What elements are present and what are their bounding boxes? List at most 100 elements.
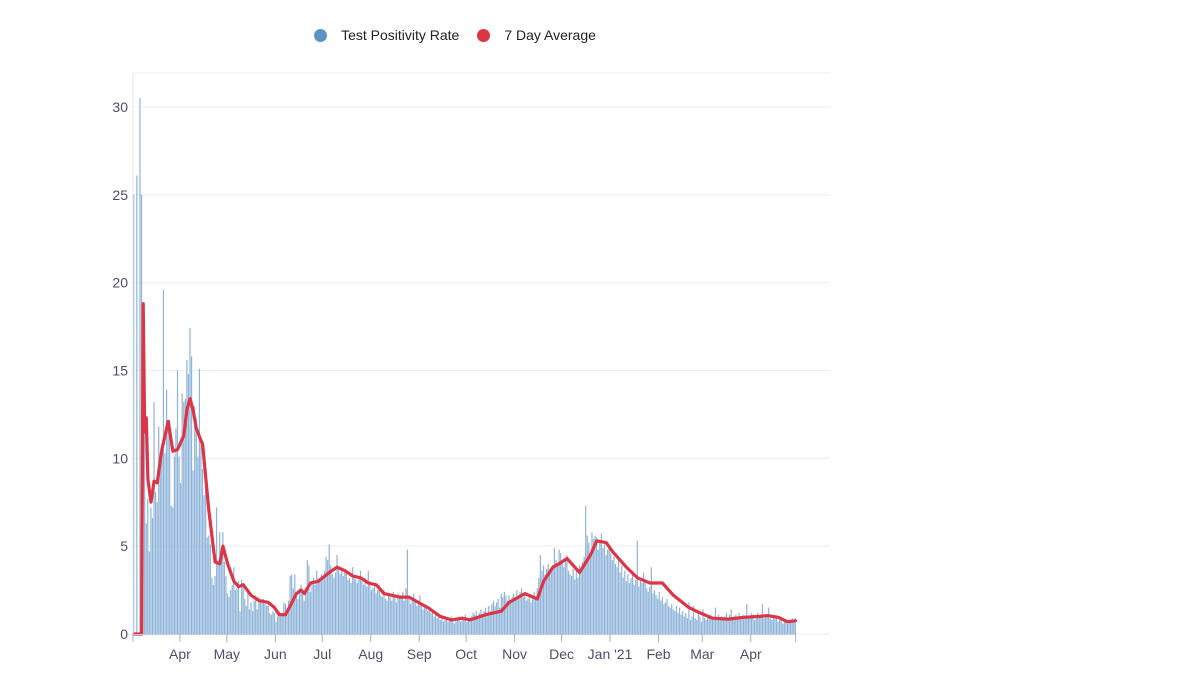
bar — [511, 597, 513, 634]
bar — [666, 598, 668, 634]
bar — [680, 614, 682, 634]
bar — [713, 619, 715, 634]
bar — [336, 554, 338, 634]
bar — [485, 607, 487, 634]
bar — [408, 598, 410, 634]
bar — [602, 547, 604, 634]
bar — [725, 612, 728, 634]
bar — [375, 593, 377, 634]
bar — [436, 618, 438, 634]
legend-item-7-day-average[interactable]: 7 Day Average — [477, 27, 596, 43]
x-tick-label: Mar — [690, 646, 714, 662]
bar — [556, 565, 559, 634]
bar — [788, 619, 790, 634]
bar — [194, 405, 196, 634]
bar — [475, 611, 477, 634]
bar — [181, 393, 183, 634]
x-tick-label: Oct — [455, 646, 477, 662]
bar — [297, 598, 299, 634]
bar — [406, 549, 409, 634]
bar — [592, 539, 595, 634]
bar — [305, 588, 307, 634]
bar — [212, 584, 215, 634]
bar — [628, 583, 631, 634]
bar — [472, 612, 474, 634]
bar — [572, 568, 574, 634]
bar — [173, 456, 175, 634]
bar — [430, 612, 432, 634]
bar — [780, 618, 782, 634]
bar — [455, 619, 457, 634]
bar — [178, 456, 180, 634]
x-tick-label: May — [214, 646, 240, 662]
bar — [148, 551, 150, 634]
bar — [694, 618, 696, 634]
bar — [283, 602, 285, 634]
bar — [373, 583, 376, 634]
bar — [184, 398, 186, 634]
bar — [281, 614, 283, 634]
bar — [208, 535, 210, 634]
bar — [564, 558, 566, 634]
bar — [333, 577, 335, 634]
bar — [276, 616, 279, 634]
x-tick-label: Jul — [313, 646, 331, 662]
bar — [416, 605, 418, 634]
bar — [180, 482, 182, 634]
bar — [392, 591, 394, 634]
bar — [503, 591, 505, 634]
bar — [322, 576, 324, 634]
x-tick-label: Jun — [264, 646, 287, 662]
bar — [419, 595, 421, 634]
bar — [363, 584, 365, 634]
bar — [530, 602, 532, 634]
bar — [758, 616, 760, 634]
bar — [589, 553, 592, 634]
bar — [386, 600, 388, 634]
bar — [241, 579, 243, 634]
bar — [688, 602, 690, 634]
bar — [506, 600, 509, 634]
bar — [791, 618, 793, 634]
bar — [621, 565, 623, 634]
bar — [474, 614, 476, 634]
bar — [192, 470, 194, 634]
bar — [251, 611, 254, 634]
bar — [610, 553, 612, 634]
bar — [164, 453, 166, 634]
bar — [242, 583, 244, 634]
legend-item-test-positivity-rate[interactable]: Test Positivity Rate — [314, 27, 459, 43]
bar — [339, 574, 341, 634]
bar — [544, 574, 546, 634]
bar — [325, 556, 327, 634]
bar — [675, 605, 678, 634]
bar — [525, 600, 527, 634]
bar — [389, 597, 391, 634]
bar — [383, 590, 385, 634]
bar — [653, 590, 656, 634]
bar — [422, 609, 424, 634]
bar — [403, 600, 405, 634]
bar — [344, 570, 346, 634]
bar — [186, 359, 188, 634]
bar — [328, 544, 330, 634]
bar — [353, 577, 355, 634]
bar — [719, 619, 721, 634]
bar — [147, 498, 149, 634]
bar — [721, 616, 723, 634]
x-tick-label: Apr — [740, 646, 762, 662]
bar — [686, 618, 688, 634]
bar — [261, 602, 263, 634]
bar — [225, 576, 227, 634]
bar — [500, 593, 502, 634]
bar — [319, 581, 321, 634]
bar — [214, 576, 216, 634]
bar — [499, 607, 501, 634]
x-tick-label: Nov — [502, 646, 527, 662]
bar — [649, 586, 651, 634]
bar — [464, 614, 466, 634]
bar — [696, 619, 698, 634]
bar — [545, 568, 548, 634]
bar — [409, 604, 412, 634]
bar — [136, 175, 138, 634]
